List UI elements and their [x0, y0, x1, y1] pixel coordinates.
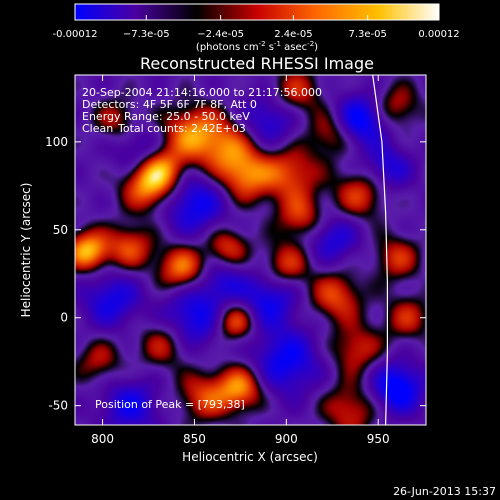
colorbar-gradient	[74, 3, 440, 21]
unit-exp-cm: -2	[259, 40, 266, 48]
x-tick-label: 850	[183, 432, 206, 446]
y-axis-tick-labels: -50 0 50 100	[45, 135, 68, 413]
colorbar-unit-label: (photons cm-2 s-1 asec-2)	[196, 40, 318, 53]
unit-exp-asec: -2	[307, 40, 314, 48]
unit-base: (photons cm	[196, 42, 259, 53]
y-tick-label: -50	[48, 399, 68, 413]
y-tick-label: 50	[53, 223, 68, 237]
colorbar-ticks	[74, 15, 440, 20]
colorbar-tick-label: 2.4e-05	[274, 29, 312, 40]
timestamp: 26-Jun-2013 15:37	[393, 485, 496, 498]
unit-asec: asec	[281, 42, 307, 53]
x-tick-label: 800	[91, 432, 114, 446]
x-tick-label: 900	[275, 432, 298, 446]
colorbar-tick-label: 0.00012	[418, 29, 459, 40]
colorbar-tick-label: -0.00012	[53, 29, 98, 40]
unit-s: s	[266, 42, 274, 53]
colorbar-tick-labels: -0.00012 −7.3e-05 −2.4e-05 2.4e-05 7.3e-05 0.…	[53, 29, 460, 40]
unit-close: )	[314, 42, 318, 53]
heatmap-image	[75, 75, 426, 425]
x-axis-ticks	[102, 75, 379, 425]
colorbar-tick-label: 7.3e-05	[349, 29, 387, 40]
plot-area: 800 850 900 950 -50 0 50 100	[45, 74, 427, 446]
y-axis-title: Heliocentric Y (arcsec)	[19, 183, 33, 318]
x-tick-label: 950	[367, 432, 390, 446]
annotation-peak-position: Position of Peak = [793,38]	[95, 398, 245, 411]
annotation-total-counts: Total counts: 2.42E+03	[117, 122, 246, 135]
annotation-detectors: Detectors: 4F 5F 6F 7F 8F, Att 0	[82, 98, 257, 111]
chart-title: Reconstructed RHESSI Image	[140, 54, 374, 73]
annotation-time-range: 20-Sep-2004 21:14:16.000 to 21:17:56.000	[82, 86, 322, 99]
x-axis-tick-labels: 800 850 900 950	[91, 432, 390, 446]
annotation-block: 20-Sep-2004 21:14:16.000 to 21:17:56.000…	[82, 86, 322, 135]
solar-limb-line	[372, 75, 388, 425]
y-tick-label: 100	[45, 135, 68, 149]
x-axis-title: Heliocentric X (arcsec)	[182, 450, 318, 464]
y-axis-ticks	[75, 141, 426, 407]
colorbar-tick-label: −7.3e-05	[123, 29, 170, 40]
plot-frame	[74, 74, 427, 426]
y-tick-label: 0	[60, 311, 68, 325]
annotation-energy-range: Energy Range: 25.0 - 50.0 keV	[82, 110, 250, 123]
colorbar: -0.00012 −7.3e-05 −2.4e-05 2.4e-05 7.3e-05 0.…	[53, 3, 460, 53]
colorbar-tick-label: −2.4e-05	[197, 29, 244, 40]
annotation-clean: Clean	[82, 122, 113, 135]
unit-exp-s: -1	[274, 40, 281, 48]
